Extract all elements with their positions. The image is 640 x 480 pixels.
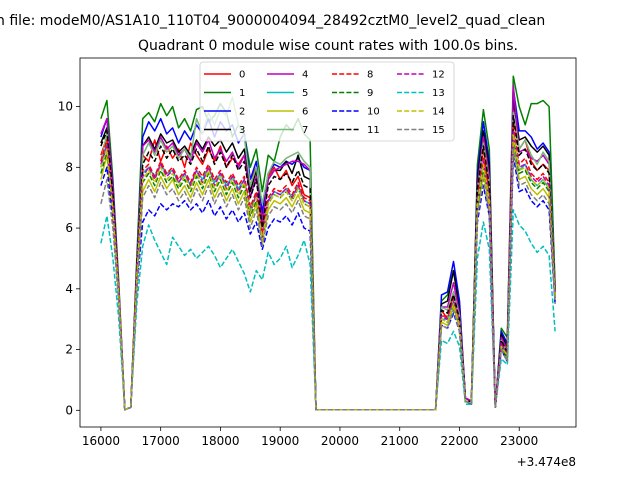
legend-label-3: 3 <box>239 125 245 136</box>
plot-lines <box>100 75 556 411</box>
x-axis-offset-label: +3.474e8 <box>517 455 576 469</box>
legend-label-14: 14 <box>432 107 445 118</box>
y-tick-label: 0 <box>65 403 73 417</box>
legend-label-0: 0 <box>239 70 245 81</box>
x-tick-label: 16000 <box>82 434 120 448</box>
x-tick-label: 23000 <box>500 434 538 448</box>
legend-label-12: 12 <box>432 70 445 81</box>
legend-label-9: 9 <box>367 88 373 99</box>
legend-label-10: 10 <box>367 107 380 118</box>
y-tick-label: 2 <box>65 343 73 357</box>
legend-label-7: 7 <box>302 125 308 136</box>
figure-suptitle: n file: modeM0/AS1A10_110T04_9000004094_… <box>0 13 545 29</box>
legend-label-2: 2 <box>239 107 245 118</box>
legend-label-11: 11 <box>367 125 380 136</box>
legend-label-6: 6 <box>302 107 308 118</box>
y-tick-label: 4 <box>65 282 73 296</box>
x-tick-label: 22000 <box>440 434 478 448</box>
chart-title: Quadrant 0 module wise count rates with … <box>138 38 518 54</box>
series-line-13 <box>100 209 556 411</box>
x-tick-label: 18000 <box>201 434 239 448</box>
x-tick-label: 17000 <box>142 434 180 448</box>
legend-label-1: 1 <box>239 88 245 99</box>
legend-label-15: 15 <box>432 125 445 136</box>
legend-label-8: 8 <box>367 70 373 81</box>
x-tick-label: 20000 <box>321 434 359 448</box>
x-tick-label: 21000 <box>381 434 419 448</box>
plot-area-frame <box>79 57 577 428</box>
series-line-15 <box>100 148 556 411</box>
y-tick-label: 6 <box>65 221 73 235</box>
legend-label-5: 5 <box>302 88 308 99</box>
legend-label-4: 4 <box>302 70 308 81</box>
y-tick-label: 8 <box>65 160 73 174</box>
x-axis: 16000 17000 18000 19000 20000 21000 22000 23000 <box>82 427 538 448</box>
legend-box <box>199 61 455 142</box>
y-axis: 0 2 4 6 8 10 <box>58 100 80 417</box>
x-tick-label: 19000 <box>261 434 299 448</box>
y-tick-label: 10 <box>58 100 73 114</box>
legend-label-13: 13 <box>432 88 445 99</box>
